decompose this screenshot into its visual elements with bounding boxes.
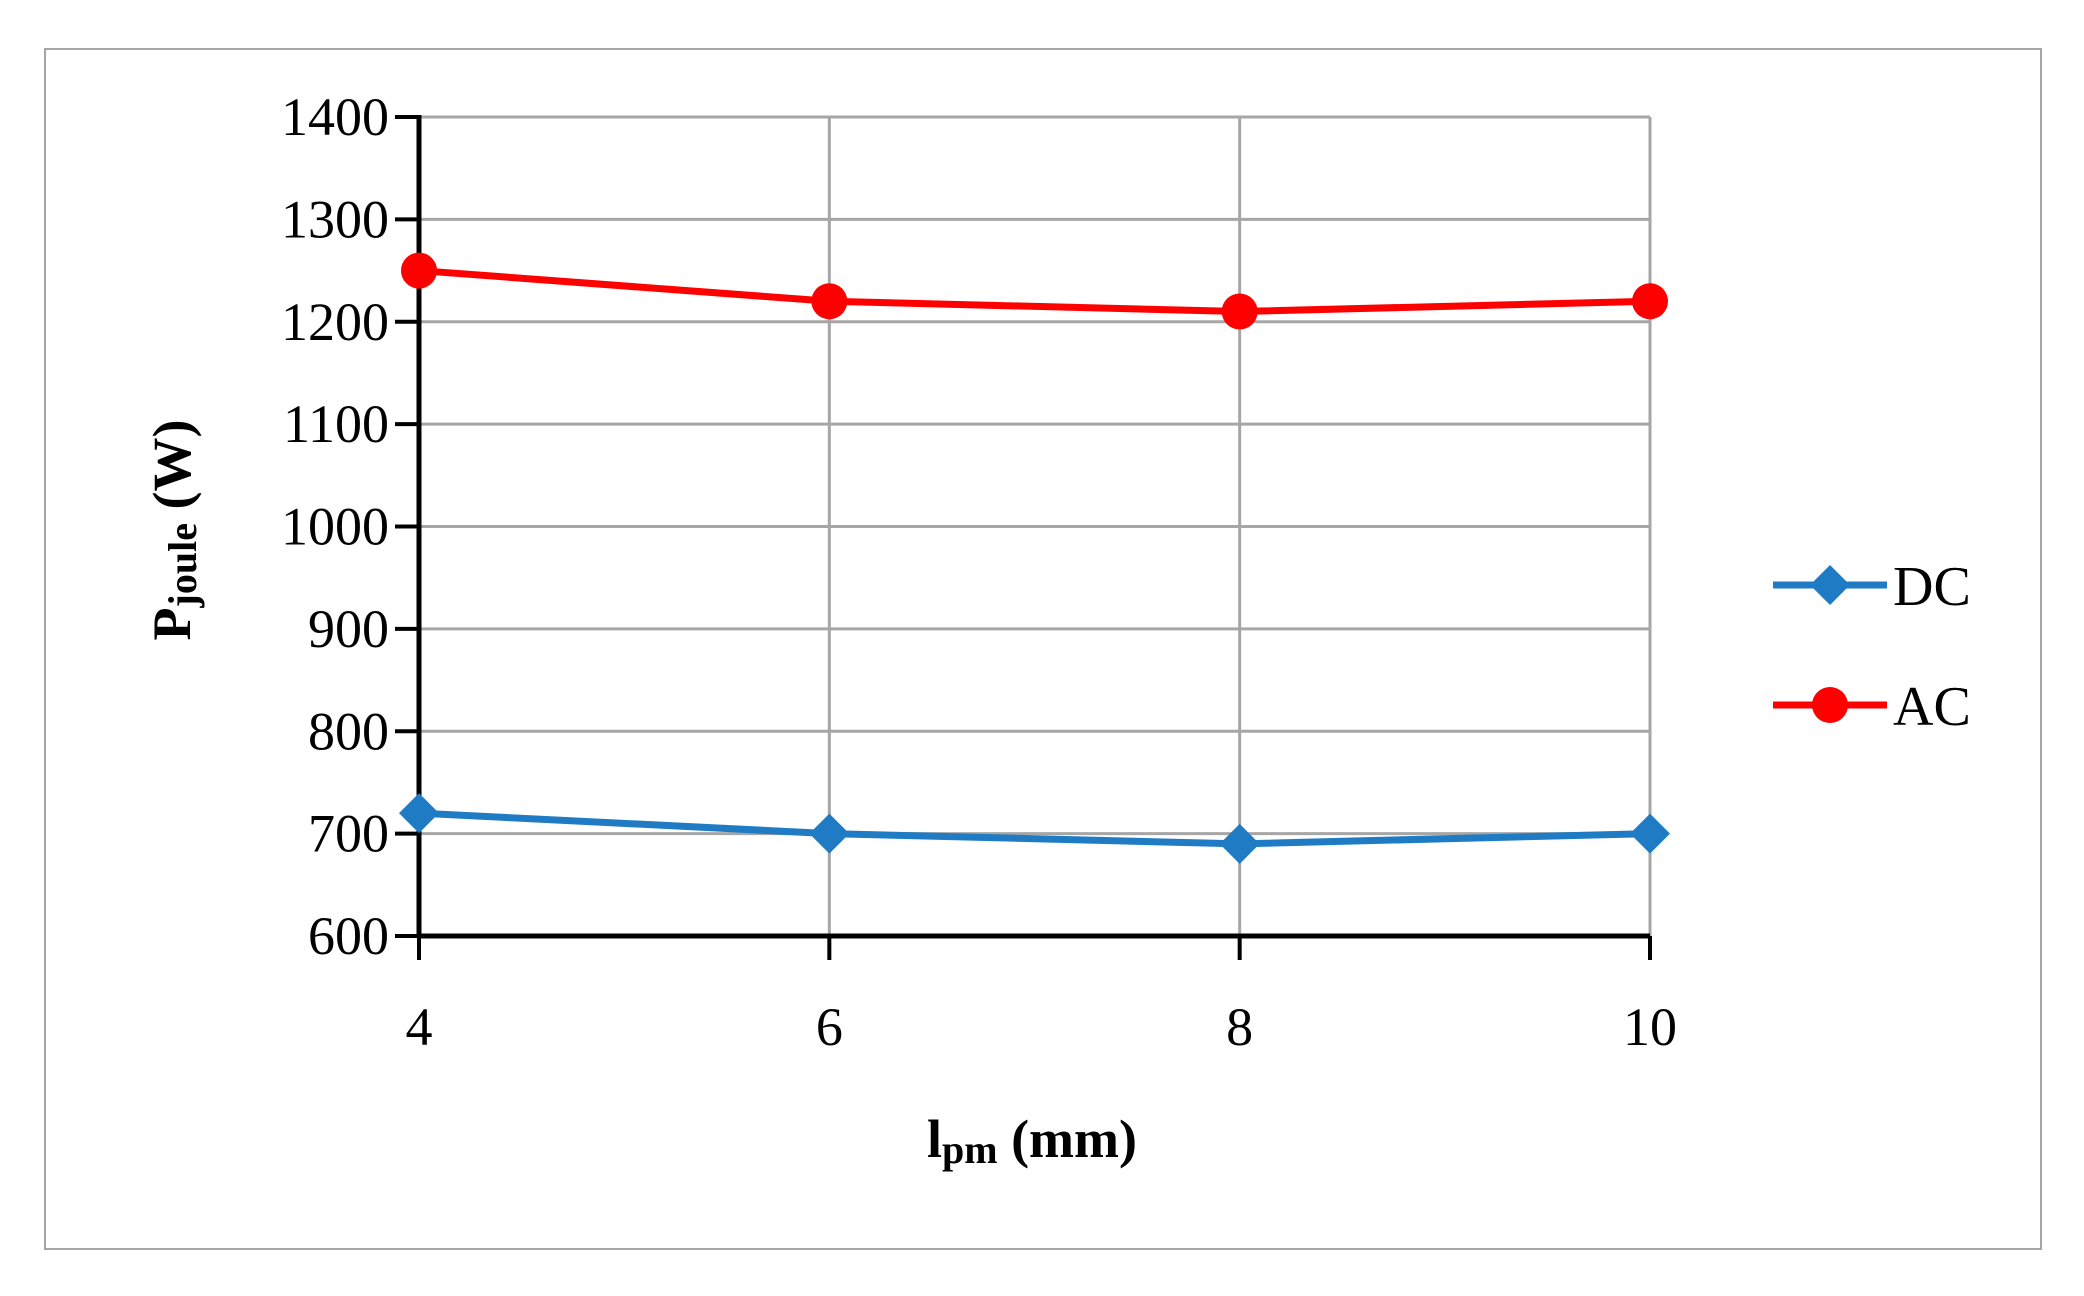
tick-labels: 600 700 800 900 1000 1100 1200 1300 1400 4 6 8 10: [281, 87, 1677, 1057]
y-tick-label: 1400: [281, 87, 389, 147]
data-point-dc: [399, 793, 439, 834]
x-tick-label: 4: [406, 997, 433, 1057]
legend-marker-dc: [1810, 565, 1850, 605]
legend-marker-ac: [1812, 687, 1848, 723]
data-point-ac: [1632, 283, 1668, 320]
data-point-dc: [1630, 813, 1670, 854]
series-markers: [399, 252, 1670, 864]
legend: DC AC: [1773, 556, 1971, 738]
data-point-ac: [1221, 293, 1258, 330]
x-axis-title: lpm (mm): [927, 1109, 1137, 1172]
data-point-ac: [401, 252, 437, 289]
series-line-ac: [418, 267, 1651, 316]
grid-lines: [419, 115, 1652, 936]
x-tick-label: 8: [1226, 997, 1253, 1057]
y-tick-label: 1100: [283, 394, 389, 454]
legend-label-dc: DC: [1893, 556, 1971, 618]
y-tick-label: 700: [308, 804, 389, 864]
data-point-ac: [811, 283, 848, 320]
legend-label-ac: AC: [1893, 676, 1971, 738]
series-lines: [418, 267, 1651, 848]
y-tick-label: 1000: [281, 497, 389, 557]
series-line-dc: [418, 809, 1651, 848]
data-point-dc: [809, 813, 850, 854]
y-tick-label: 800: [308, 701, 389, 761]
data-point-dc: [1219, 823, 1260, 864]
y-tick-label: 600: [308, 906, 389, 966]
chart-frame: [44, 48, 2042, 1250]
x-tick-label: 6: [816, 997, 843, 1057]
y-axis-title: Pjoule (W): [142, 420, 205, 641]
x-tick-label: 10: [1623, 997, 1677, 1057]
y-tick-label: 1300: [281, 189, 389, 249]
y-tick-label: 1200: [281, 292, 389, 352]
y-tick-label: 900: [308, 599, 389, 659]
